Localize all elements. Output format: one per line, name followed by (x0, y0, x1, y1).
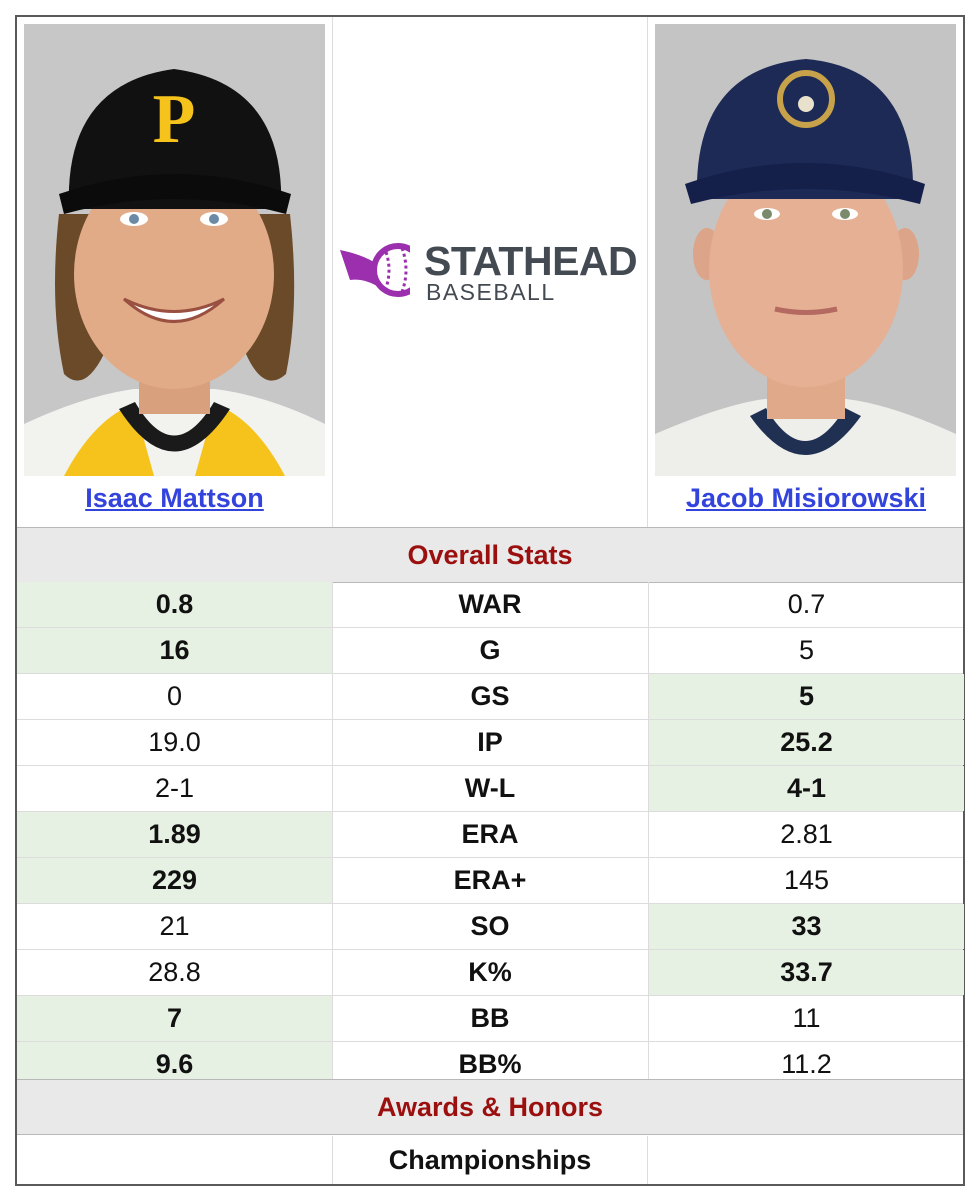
stat-row: 1.89 ERA 2.81 (17, 812, 963, 858)
left-stat-value: 2-1 (17, 766, 333, 811)
stat-row: 7 BB 11 (17, 996, 963, 1042)
left-player-photo: P (24, 24, 325, 476)
left-player-card: P Isaac Mattson (17, 17, 333, 527)
right-stat-value: 2.81 (648, 812, 964, 857)
stat-label: ERA (461, 819, 519, 849)
player-header: P Isaac Mattson STATHEAD BASEBALL (17, 17, 963, 527)
stat-label: WAR (458, 589, 522, 619)
championships-label: Championships (388, 1145, 592, 1175)
left-stat-value: 0 (17, 674, 333, 719)
stat-label: K% (468, 957, 512, 987)
right-player-card: Jacob Misiorowski (647, 17, 964, 527)
stat-label: BB (470, 1003, 510, 1033)
stat-label: W-L (464, 773, 516, 803)
awards-header: Awards & Honors (17, 1079, 963, 1135)
right-stat-value: 25.2 (648, 720, 964, 765)
left-player-name-link[interactable]: Isaac Mattson (85, 483, 264, 513)
right-player-photo (655, 24, 956, 476)
stat-row: 21 SO 33 (17, 904, 964, 950)
stat-row: 229 ERA+ 145 (17, 858, 963, 904)
stat-label: GS (470, 681, 510, 711)
stat-label: BB% (458, 1049, 522, 1079)
stats-rows: 0.8 WAR 0.7 16 G 5 0 GS 5 19.0 IP 25.2 2-1 W-L 4-1 1.89… (17, 582, 964, 1087)
right-stat-value: 0.7 (648, 582, 964, 627)
stat-row: 0 GS 5 (17, 674, 964, 720)
right-stat-value: 33 (648, 904, 964, 949)
left-stat-value: 16 (17, 628, 333, 673)
logo-column: STATHEAD BASEBALL (332, 17, 647, 527)
right-stat-value: 5 (648, 628, 964, 673)
left-stat-value: 0.8 (17, 582, 333, 627)
right-stat-value: 11.2 (648, 1042, 964, 1087)
left-stat-value: 1.89 (17, 812, 333, 857)
logo-line-2: BASEBALL (426, 279, 556, 305)
stat-row: 16 G 5 (17, 628, 963, 674)
comparison-table: P Isaac Mattson STATHEAD BASEBALL (15, 15, 965, 1186)
right-stat-value: 145 (648, 858, 964, 903)
stat-label: SO (470, 911, 510, 941)
left-stat-value: 19.0 (17, 720, 333, 765)
left-stat-value: 28.8 (17, 950, 333, 995)
baseball-logo-icon (340, 243, 424, 297)
right-stat-value: 11 (648, 996, 964, 1041)
overall-stats-header: Overall Stats (17, 527, 963, 583)
left-stat-value: 7 (17, 996, 333, 1041)
right-stat-value: 33.7 (648, 950, 964, 995)
stathead-logo: STATHEAD BASEBALL (340, 232, 640, 305)
stat-row: 0.8 WAR 0.7 (17, 582, 963, 628)
right-stat-value: 4-1 (648, 766, 964, 811)
stat-row: 2-1 W-L 4-1 (17, 766, 964, 812)
logo-line-1: STATHEAD (424, 238, 638, 284)
stat-label: G (479, 635, 501, 665)
championships-row: Championships (17, 1136, 963, 1184)
stat-row: 19.0 IP 25.2 (17, 720, 964, 766)
stat-row: 28.8 K% 33.7 (17, 950, 964, 996)
championships-right-cell (647, 1136, 964, 1184)
right-player-name-link[interactable]: Jacob Misiorowski (685, 483, 927, 513)
stat-label: IP (477, 727, 503, 757)
svg-text:P: P (153, 81, 196, 158)
right-stat-value: 5 (648, 674, 964, 719)
championships-left-cell (17, 1136, 333, 1184)
stat-label: ERA+ (453, 865, 527, 895)
left-stat-value: 21 (17, 904, 333, 949)
left-stat-value: 229 (17, 858, 333, 903)
